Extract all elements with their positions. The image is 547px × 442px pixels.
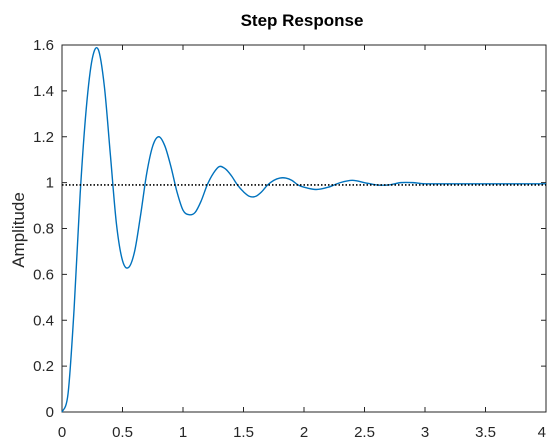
x-tick-label-2: 1 [179,424,187,441]
y-tick-label-5: 1 [46,175,54,192]
y-tick-label-7: 1.4 [33,83,54,100]
plot-frame [61,44,547,413]
x-tick-label-5: 2.5 [354,424,375,441]
x-tick-label-3: 1.5 [233,424,254,441]
plot-area: 0 0.5 1 1.5 2 2.5 3 3.5 4 0 0.2 0.4 0.6 0.8 1 1.2 1.4 1.6 [33,37,547,441]
x-tick-label-1: 0.5 [112,424,133,441]
x-tick-label-0: 0 [58,424,66,441]
y-tick-label-2: 0.4 [33,312,54,329]
y-tick-label-1: 0.2 [33,358,54,375]
chart-title: Step Response [241,11,364,30]
y-tick-label-0: 0 [46,404,54,421]
y-axis-label: Amplitude [9,192,28,268]
y-tick-label-4: 0.8 [33,221,54,238]
step-response-line [61,46,546,413]
x-tick-label-8: 4 [538,424,546,441]
x-tick-label-4: 2 [300,424,308,441]
y-tick-label-6: 1.2 [33,129,54,146]
y-tick-label-3: 0.6 [33,266,54,283]
x-tick-label-7: 3.5 [475,424,496,441]
y-tick-label-8: 1.6 [33,37,54,54]
x-tick-label-6: 3 [421,424,429,441]
